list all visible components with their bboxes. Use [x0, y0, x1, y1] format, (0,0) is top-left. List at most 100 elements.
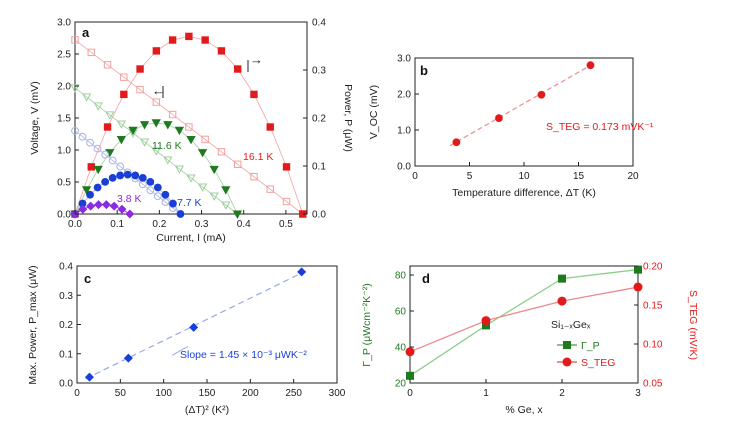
- panel-b: b 0 5 10 15 20 0.0 1.0 2.0 3.0 Temperature diffe…: [368, 54, 654, 200]
- panel-d-label: d: [422, 271, 430, 286]
- power-point-2: [93, 183, 102, 192]
- voltage-point-0: [234, 160, 242, 168]
- pd-xtick-label: 1: [483, 388, 489, 399]
- pc-ytick-label: 0.2: [59, 320, 73, 331]
- power-point-0: [217, 47, 226, 55]
- power-point-1: [186, 136, 196, 145]
- power-point-1: [93, 165, 103, 175]
- voltage-point-0: [266, 185, 274, 193]
- voltage-point-0: [250, 172, 258, 181]
- panel-b-point: [586, 61, 595, 70]
- panel-d-ticks: 0 1 2 3 20 40 60 80 0.05 0.10 0.15 0.20: [395, 262, 663, 400]
- power-point-2: [108, 173, 117, 182]
- pb-xtick-label: 15: [573, 171, 585, 182]
- power-point-3: [86, 201, 96, 211]
- gamma-point: [558, 274, 566, 283]
- gamma-point: [406, 371, 414, 380]
- pd-ytick-label: 20: [395, 379, 407, 390]
- power-point-0: [201, 36, 209, 44]
- power-point-2: [153, 183, 162, 192]
- pb-ytick-label: 3.0: [397, 54, 411, 65]
- voltage-point-1: [197, 183, 208, 192]
- panel-c-callout: [172, 346, 189, 356]
- power-point-2: [86, 190, 94, 199]
- panel-b-frame: [414, 57, 634, 167]
- voltage-point-0: [120, 73, 128, 81]
- pa-ytick-label: 2.0: [57, 82, 71, 93]
- voltage-point-1: [186, 174, 196, 183]
- panel-d-y-axis-label: Γ_P (μWcm⁻²K⁻²): [361, 283, 373, 366]
- voltage-point-1: [116, 120, 127, 129]
- panel-c-label: c: [84, 271, 91, 286]
- voltage-point-1: [93, 102, 103, 111]
- pa-ytick-label: 1.5: [57, 114, 71, 125]
- power-point-2: [101, 177, 110, 186]
- panel-d-x-axis-label: % Ge, x: [505, 404, 543, 416]
- pa-xtick-label: 0.0: [68, 219, 82, 230]
- label-7-7k: 7.7 K: [177, 197, 202, 209]
- power-point-3: [93, 200, 104, 210]
- panel-c-frame: [76, 265, 338, 384]
- voltage-point-2: [78, 132, 87, 141]
- voltage-point-1: [70, 84, 80, 93]
- voltage-point-2: [161, 198, 170, 207]
- pc-xtick-label: 250: [285, 388, 302, 399]
- voltage-point-1: [163, 156, 173, 165]
- power-point-1: [81, 186, 92, 195]
- gamma-line: [409, 268, 639, 377]
- voltage-point-1: [139, 138, 150, 147]
- panel-a-label: a: [82, 25, 90, 40]
- power-point-1: [221, 186, 231, 195]
- power-point-3: [78, 204, 88, 214]
- power-point-0: [266, 123, 274, 131]
- pd-ytick-label: 40: [395, 343, 407, 354]
- pa-ytick-label: 1.0: [57, 146, 71, 157]
- panel-d-marks: [405, 265, 643, 380]
- pa-xtick-label: 0.4: [237, 219, 251, 230]
- pa-y2-ytick-label: 0.4: [312, 18, 326, 29]
- power-point-0: [250, 90, 258, 99]
- voltage-point-0: [168, 110, 177, 119]
- pb-ytick-label: 1.0: [397, 126, 411, 137]
- voltage-point-0: [103, 61, 112, 69]
- panel-b-label: b: [420, 63, 428, 78]
- pb-xtick-label: 0: [412, 171, 418, 182]
- voltage-point-0: [136, 85, 144, 94]
- power-point-1: [128, 126, 138, 136]
- pa-y2-ytick-label: 0.2: [312, 114, 326, 125]
- power-point-2: [123, 170, 132, 179]
- panel-b-ticks: 0 5 10 15 20 0.0 1.0 2.0 3.0: [397, 54, 639, 183]
- pd-ytick-label: 60: [395, 307, 407, 318]
- panel-a-x-axis-label: Current, I (mA): [156, 232, 225, 244]
- pc-xtick-label: 100: [155, 388, 172, 399]
- legend-gamma-label: Γ_P: [581, 340, 600, 352]
- pc-xtick-label: 300: [329, 388, 346, 399]
- power-point-3: [101, 200, 111, 210]
- voltage-point-1: [209, 192, 219, 201]
- voltage-point-1: [174, 165, 185, 174]
- pc-ytick-label: 0.3: [59, 291, 73, 302]
- pb-ytick-label: 0.0: [397, 162, 411, 173]
- pd-xtick-label: 3: [635, 388, 641, 399]
- label-16-1k: 16.1 K: [243, 151, 273, 163]
- left-axis-arrow: ←: [152, 83, 165, 98]
- panel-c-y-axis-label: Max. Power, P_max (μW): [27, 265, 39, 384]
- right-axis-arrow: →: [250, 52, 263, 67]
- pb-ytick-label: 2.0: [397, 90, 411, 101]
- voltage-point-0: [201, 135, 209, 144]
- panel-c-x-axis-label: (ΔT)² (K²): [185, 404, 229, 416]
- power-point-0: [136, 65, 144, 73]
- voltage-point-0: [282, 197, 291, 206]
- power-point-1: [151, 119, 161, 128]
- power-point-3: [117, 204, 127, 214]
- pd-xtick-label: 0: [407, 388, 413, 399]
- pb-xtick-label: 5: [467, 171, 473, 182]
- panel-d-frame: [409, 265, 639, 384]
- pa-xtick-label: 0.5: [279, 219, 293, 230]
- power-point-0: [168, 36, 177, 44]
- panel-b-annotation: S_TEG = 0.173 mVK⁻¹: [546, 121, 654, 133]
- panel-d-material-label: Si₁₋ₓGeₓ: [551, 319, 591, 331]
- voltage-line-0: [74, 39, 304, 215]
- pa-ytick-label: 2.5: [57, 50, 71, 61]
- panel-d: d 0 1 2 3 20 40 60 80 0.05 0.10 0.15 0.20 % Ge, x Γ…: [361, 262, 699, 417]
